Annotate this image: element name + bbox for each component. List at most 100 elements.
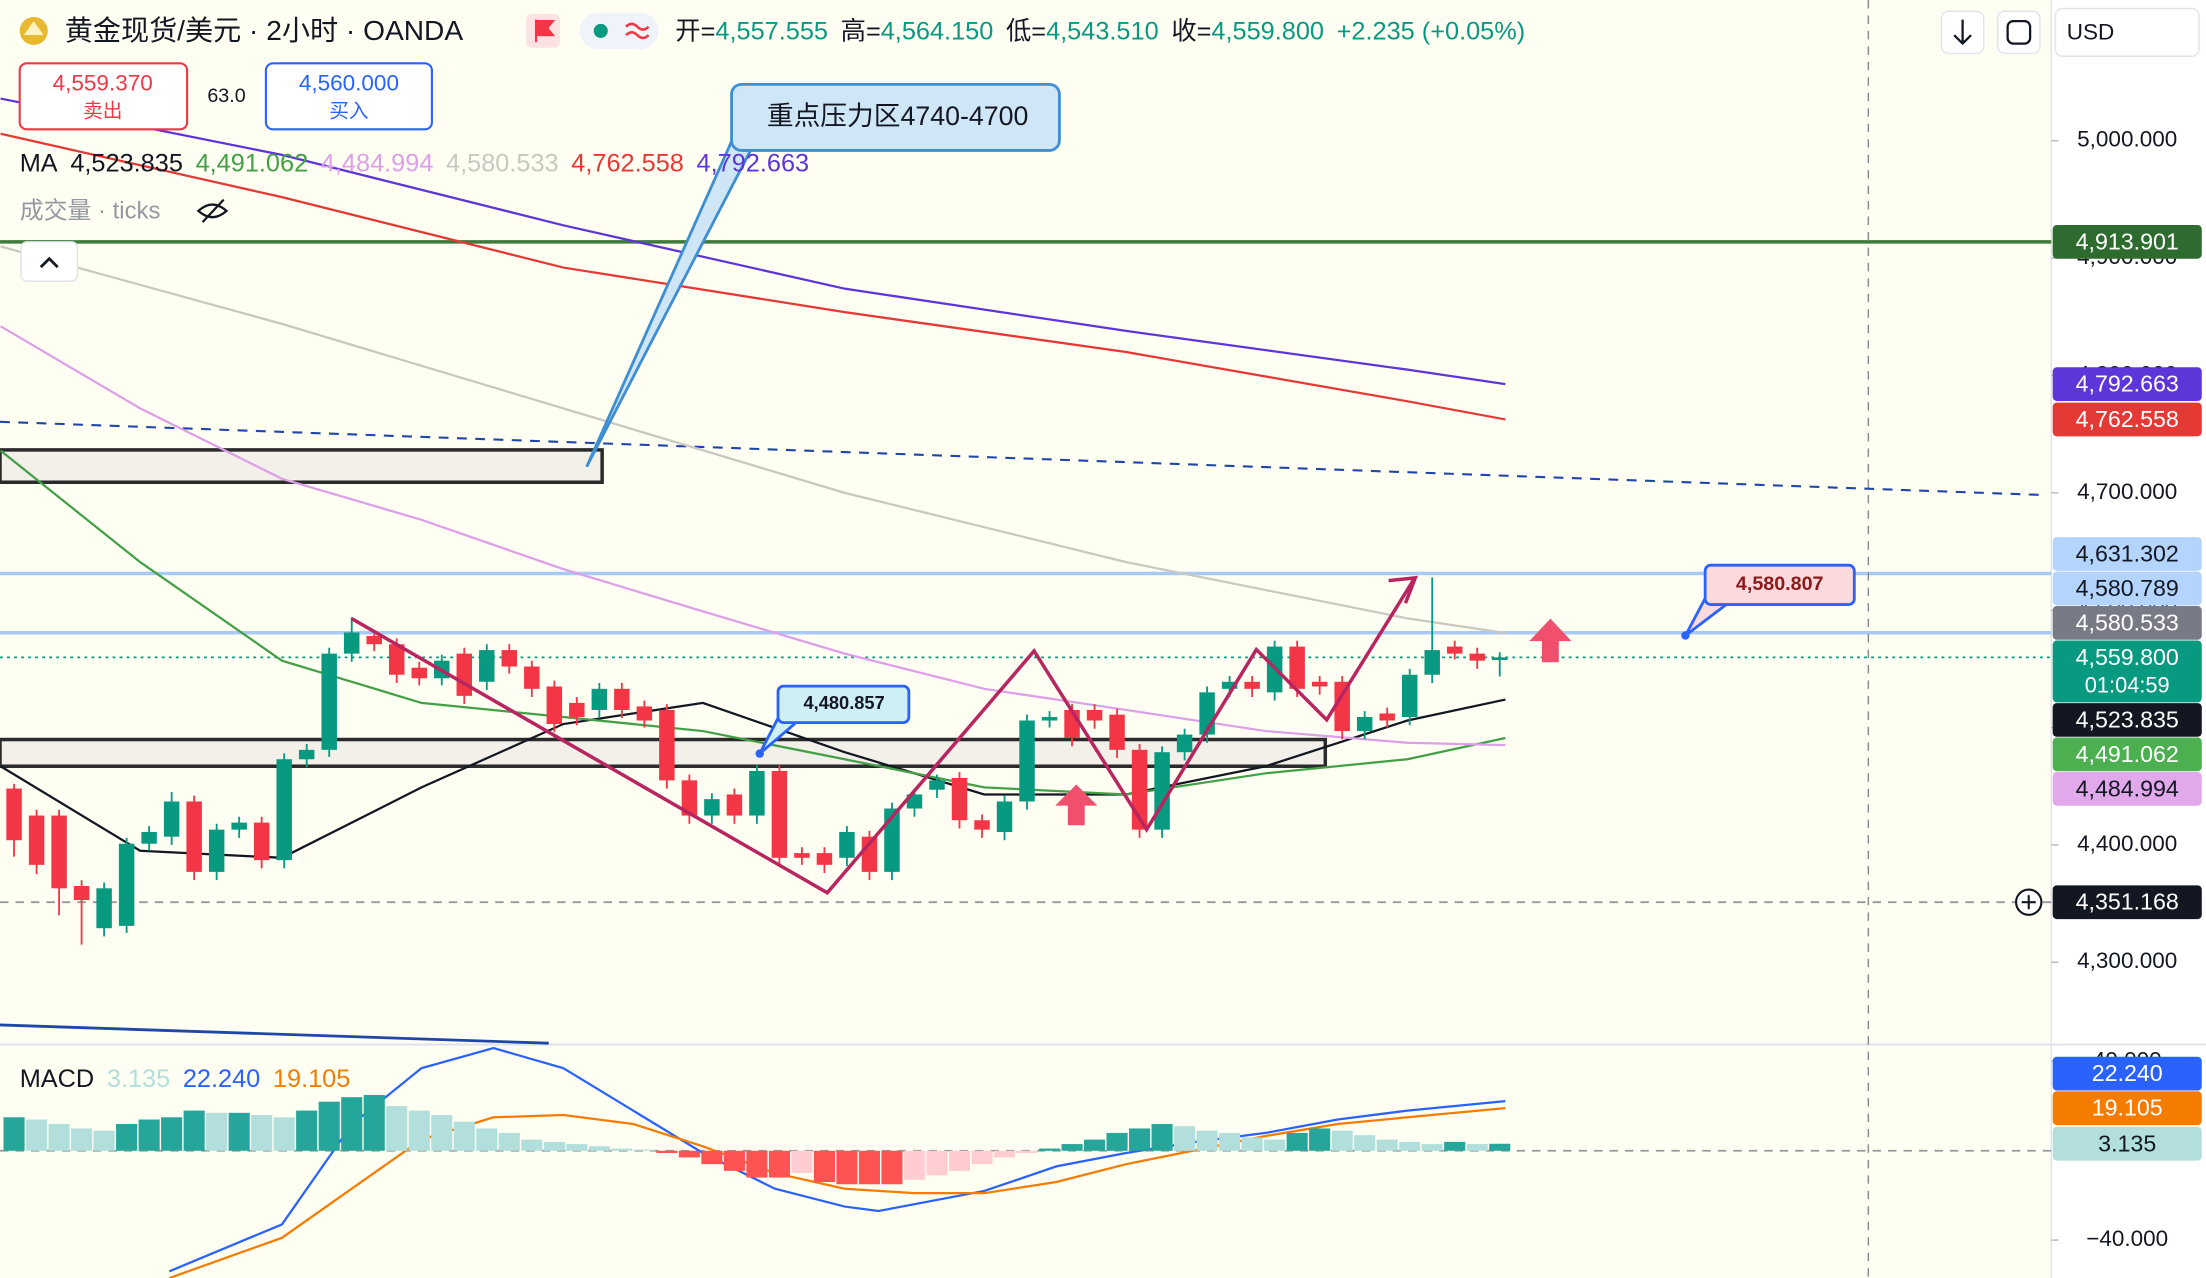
callout-box[interactable] <box>730 82 1061 152</box>
histogram-bar <box>521 1139 543 1151</box>
legend-entry: 4,484.994 <box>321 149 434 177</box>
histogram-bar <box>1421 1144 1443 1151</box>
histogram-bar <box>1061 1144 1083 1151</box>
indicator-line <box>0 245 1506 635</box>
status-pill[interactable] <box>579 12 659 50</box>
histogram-bar <box>1309 1128 1331 1151</box>
download-icon <box>1953 19 1972 46</box>
legend-entry: 4,580.533 <box>446 149 559 177</box>
indicator-line <box>0 97 1506 386</box>
hide-icon[interactable] <box>196 198 229 223</box>
y-tick-label: −40.000 <box>2086 1226 2168 1251</box>
histogram-bar <box>746 1150 768 1178</box>
price-tag-label: 3.135 <box>2098 1130 2156 1156</box>
candle-body <box>1289 646 1305 689</box>
up-arrow-marker[interactable] <box>1055 784 1098 826</box>
price-tag <box>2052 885 2202 920</box>
reset-button[interactable] <box>1997 10 2041 55</box>
price-tag <box>2052 737 2202 772</box>
sell-button[interactable] <box>18 62 189 131</box>
candle-body <box>749 770 765 816</box>
callout-box[interactable] <box>776 684 911 725</box>
histogram-bar <box>386 1106 408 1151</box>
arrow-head <box>1388 575 1419 604</box>
price-tag <box>2052 1091 2202 1125</box>
callout-box[interactable] <box>1703 563 1856 606</box>
candle-body <box>704 799 720 816</box>
candle-body <box>1424 650 1440 675</box>
histogram-bar <box>1376 1139 1398 1151</box>
histogram-bar <box>1196 1130 1218 1151</box>
histogram-bar <box>1151 1123 1173 1151</box>
candle-body <box>456 653 473 696</box>
price-tag <box>2052 606 2202 640</box>
indicator-line <box>0 449 1506 796</box>
histogram-bar <box>498 1132 520 1151</box>
histogram-bar <box>881 1150 903 1185</box>
histogram-bar <box>993 1150 1016 1158</box>
histogram-bar <box>1241 1137 1263 1151</box>
symbol-title[interactable]: 黄金现货/美元 · 2小时 · OANDA <box>65 15 464 46</box>
histogram-bar <box>1219 1132 1241 1151</box>
candle-body <box>411 667 427 679</box>
candle-body <box>681 780 698 816</box>
up-arrow-marker[interactable] <box>1529 618 1572 663</box>
trend-line[interactable] <box>0 420 2041 496</box>
histogram-bar <box>1489 1143 1511 1151</box>
price-tag-label: 4,792.663 <box>2076 371 2179 397</box>
histogram-bar <box>273 1117 295 1151</box>
buy-button[interactable] <box>264 62 433 131</box>
candle-body <box>28 815 45 865</box>
candle-body <box>343 632 360 654</box>
change-value: +2.235 (+0.05%) <box>1337 17 1526 45</box>
histogram-bar <box>408 1110 430 1151</box>
ohlc-value: 4,559.800 <box>1211 17 1324 45</box>
candle-body <box>1154 752 1170 830</box>
candle-body <box>186 801 202 872</box>
histogram-bar <box>48 1123 70 1151</box>
currency-select[interactable] <box>2054 7 2200 57</box>
histogram-bar <box>431 1115 453 1151</box>
histogram-bar <box>858 1150 881 1185</box>
price-tag <box>2052 402 2202 437</box>
histogram-bar <box>903 1150 926 1180</box>
candle-body <box>1469 653 1485 661</box>
candle-body <box>1446 646 1463 654</box>
candle-body <box>73 885 90 901</box>
buy-price: 4,560.000 <box>299 70 399 95</box>
price-tag <box>2052 224 2202 259</box>
candle-body <box>6 788 22 841</box>
histogram-bar <box>453 1121 475 1151</box>
currency-label: USD <box>2067 20 2115 45</box>
histogram-bar <box>768 1150 790 1178</box>
histogram-bar <box>656 1150 678 1154</box>
candle-body <box>816 853 833 865</box>
histogram-bar <box>1016 1150 1038 1154</box>
y-tick-label: 4,700.000 <box>2077 479 2177 504</box>
zone-box[interactable] <box>0 448 604 484</box>
candle-body <box>1311 681 1328 687</box>
histogram-bar <box>1038 1148 1061 1151</box>
candle-body <box>366 636 382 645</box>
candle-body <box>1401 674 1418 717</box>
candle-body <box>771 770 788 858</box>
candle-body <box>726 794 743 816</box>
histogram-bar <box>138 1119 160 1151</box>
y-tick-label: 4,400.000 <box>2077 831 2177 856</box>
candle-body <box>591 688 608 710</box>
collapse-button[interactable] <box>20 241 79 282</box>
histogram-bar <box>1264 1139 1286 1151</box>
price-tag <box>2052 537 2202 571</box>
price-tag-label: 4,559.800 <box>2076 644 2179 670</box>
zigzag-drawing[interactable] <box>350 578 1416 896</box>
candle-body <box>231 822 247 830</box>
trend-line[interactable] <box>0 1023 549 1045</box>
candle-body <box>794 853 810 858</box>
ohlc-value: 4,557.555 <box>715 17 828 45</box>
candle-body <box>141 831 157 844</box>
legend-title: MACD <box>20 1064 95 1092</box>
histogram-bar <box>1106 1132 1128 1151</box>
histogram-bar <box>1444 1141 1466 1151</box>
price-tag <box>2052 703 2202 737</box>
